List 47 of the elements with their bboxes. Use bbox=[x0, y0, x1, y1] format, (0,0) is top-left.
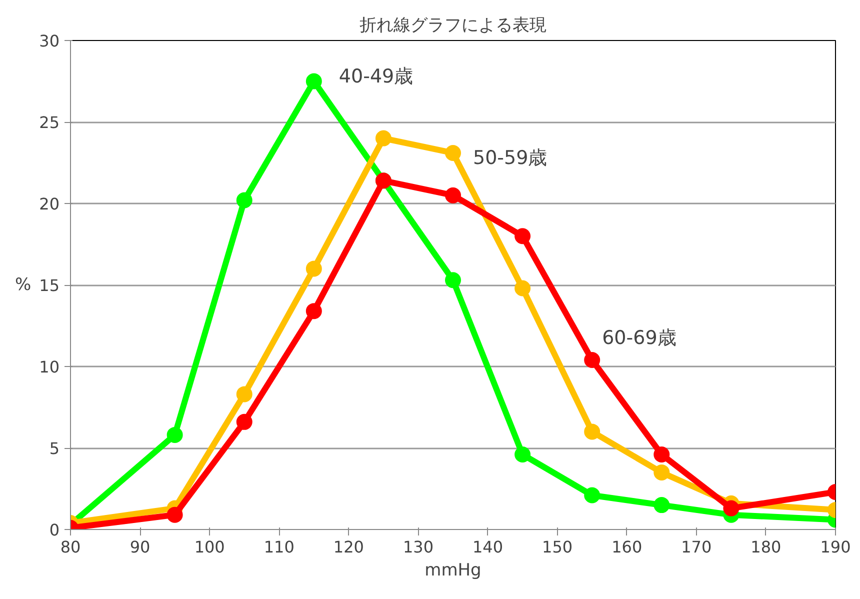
x-tick-label: 170 bbox=[681, 538, 712, 556]
y-tick-label: 0 bbox=[49, 520, 60, 540]
point bbox=[514, 228, 531, 244]
point bbox=[445, 144, 461, 161]
point bbox=[445, 187, 461, 204]
x-tick-label: 160 bbox=[612, 538, 642, 556]
x-tick-label: 180 bbox=[750, 538, 782, 556]
chart-title: 折れ線グラフによる表現 bbox=[360, 16, 546, 36]
point bbox=[654, 464, 670, 480]
point bbox=[306, 260, 322, 277]
point bbox=[445, 272, 461, 288]
x-tick-label: 80 bbox=[60, 538, 81, 556]
series-label: 40-49歳 bbox=[338, 65, 414, 88]
x-tick-label: 130 bbox=[402, 538, 434, 556]
point bbox=[166, 506, 183, 523]
y-tick-label: 30 bbox=[39, 32, 60, 50]
y-axis-title: % bbox=[14, 275, 32, 295]
x-tick-label: 120 bbox=[333, 538, 364, 556]
point bbox=[306, 73, 322, 90]
point bbox=[514, 446, 531, 463]
x-axis-title: mmHg bbox=[424, 560, 482, 580]
point bbox=[514, 280, 531, 296]
y-tick-label: 15 bbox=[39, 276, 60, 295]
x-tick-label: 90 bbox=[130, 538, 150, 556]
point bbox=[166, 426, 183, 443]
point bbox=[236, 414, 252, 430]
point bbox=[236, 386, 252, 402]
y-tick-label: 20 bbox=[39, 194, 60, 214]
series-label: 50-59歳 bbox=[473, 146, 548, 169]
point bbox=[654, 446, 670, 463]
point bbox=[236, 192, 252, 208]
y-tick-label: 25 bbox=[39, 113, 60, 132]
y-tick-label: 10 bbox=[39, 358, 60, 376]
x-tick-label: 100 bbox=[194, 538, 225, 556]
point bbox=[584, 352, 600, 368]
point bbox=[654, 497, 670, 514]
point bbox=[723, 500, 740, 516]
point bbox=[584, 424, 600, 440]
point bbox=[375, 130, 392, 146]
x-tick-label: 150 bbox=[542, 538, 573, 556]
point bbox=[306, 303, 322, 320]
point bbox=[584, 487, 600, 504]
y-tick-label: 5 bbox=[49, 439, 60, 458]
series-label: 60-69歳 bbox=[602, 326, 676, 349]
x-tick-label: 190 bbox=[820, 538, 851, 556]
x-tick-label: 140 bbox=[472, 538, 504, 556]
x-tick-label: 110 bbox=[264, 538, 294, 556]
